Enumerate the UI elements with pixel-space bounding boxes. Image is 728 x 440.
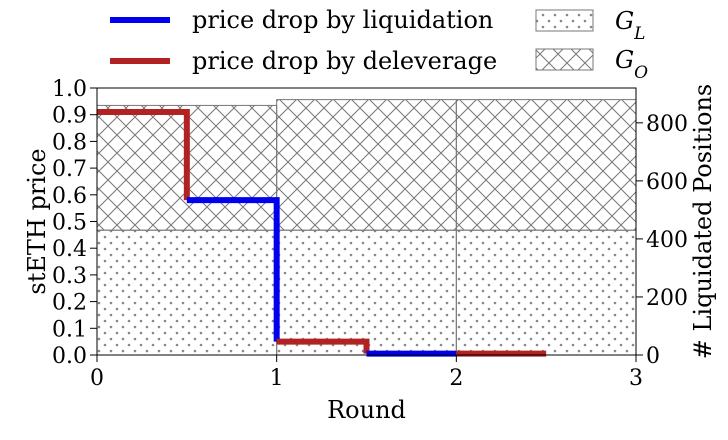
legend-label-liquidation: price drop by liquidation: [192, 6, 493, 34]
bar-go-1: [276, 99, 457, 231]
legend-swatch-go: [535, 48, 594, 71]
legend-label-deleverage: price drop by deleverage: [192, 47, 497, 75]
y-tick-label: 0.0: [52, 344, 87, 369]
line-segment-deleverage-2: [276, 338, 370, 354]
legend-gl-main: G: [615, 7, 634, 35]
y-tick-label: 0.7: [52, 157, 87, 182]
bar-go-2: [455, 99, 637, 231]
y2-tick-label: 800: [646, 112, 688, 137]
y2-axis-ticks: 0 200 400 600 800: [636, 112, 688, 369]
y-tick-label: 0.5: [52, 211, 87, 236]
y2-tick-label: 200: [646, 286, 688, 311]
y2-tick-label: 400: [646, 228, 688, 253]
y-tick-label: 0.6: [52, 184, 87, 209]
y2-axis-title: # Liquidated Positions: [689, 84, 717, 360]
x-tick-label: 1: [270, 366, 284, 391]
x-axis-title: Round: [327, 396, 406, 424]
y2-tick-label: 0: [646, 344, 660, 369]
y-tick-label: 0.1: [52, 317, 87, 342]
y-tick-label: 0.2: [52, 291, 87, 316]
x-axis-ticks: 0 1 2 3: [90, 355, 643, 391]
lines-layer: [97, 109, 547, 357]
bar-gl-0: [96, 229, 278, 356]
x-tick-label: 3: [629, 366, 643, 391]
x-tick-label: 0: [90, 366, 104, 391]
y-axis-ticks: 0.00.10.20.30.40.50.60.70.80.91.0: [52, 77, 97, 369]
legend-label-gl: GL: [615, 7, 645, 44]
y2-tick-label: 600: [646, 170, 688, 195]
y-tick-label: 0.8: [52, 130, 87, 155]
x-tick-label: 2: [449, 366, 463, 391]
bar-gl-1: [276, 229, 457, 356]
y-tick-label: 0.3: [52, 264, 87, 289]
line-segment-deleverage-0: [97, 109, 190, 201]
legend-label-go: GO: [615, 46, 648, 83]
bar-gl-2: [455, 229, 637, 356]
legend: price drop by liquidation price drop by …: [110, 6, 648, 83]
y-tick-label: 0.9: [52, 104, 87, 129]
y-axis-title: stETH price: [23, 148, 51, 294]
line-segment-liquidation-1: [186, 197, 280, 342]
legend-go-main: G: [615, 46, 634, 74]
bars-layer: [96, 99, 637, 356]
legend-gl-sub: L: [633, 24, 645, 44]
y-tick-label: 1.0: [52, 77, 87, 102]
legend-go-sub: O: [634, 63, 648, 83]
y-tick-label: 0.4: [52, 237, 87, 262]
legend-swatch-gl: [535, 9, 594, 32]
